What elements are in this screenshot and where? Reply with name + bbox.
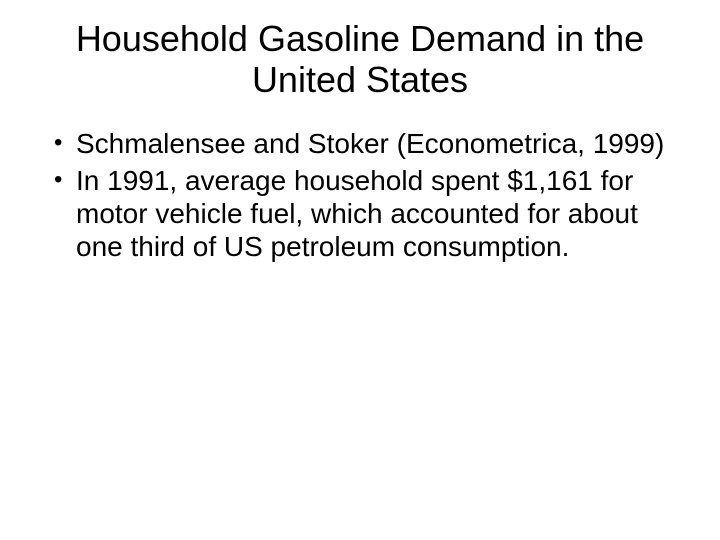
slide-title: Household Gasoline Demand in the United … [28,18,692,101]
bullet-list: Schmalensee and Stoker (Econometrica, 19… [28,127,692,263]
list-item: In 1991, average household spent $1,161 … [54,164,692,263]
slide: Household Gasoline Demand in the United … [0,0,720,540]
list-item: Schmalensee and Stoker (Econometrica, 19… [54,127,692,160]
